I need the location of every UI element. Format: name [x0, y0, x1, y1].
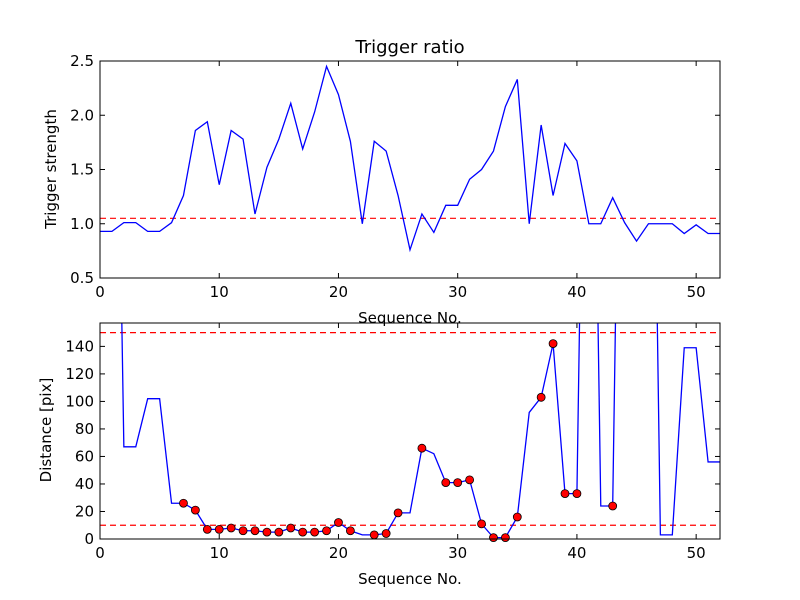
- data-point-marker: [441, 478, 451, 487]
- data-point-marker: [298, 527, 308, 537]
- data-point-marker: [310, 527, 320, 537]
- chart-title: Trigger ratio: [354, 37, 464, 58]
- y-tick-label: 40: [75, 475, 94, 493]
- distance-axes: 0 10 20 30 40 50 0 20 40 60 80 100 120 140: [65, 322, 721, 562]
- data-point-marker: [477, 519, 486, 529]
- y-tick-label: 120: [65, 365, 94, 383]
- data-point-marker: [274, 527, 284, 537]
- x-tick-label: 30: [448, 283, 467, 301]
- data-point-marker: [608, 501, 618, 511]
- trigger-ratio-axes: 0 10 20 30 40 50 0.5 1.0 1.5 2.0 2.5: [70, 52, 721, 301]
- data-point-marker: [369, 530, 379, 540]
- data-point-marker: [286, 523, 296, 533]
- y-tick-label: 60: [75, 447, 94, 465]
- data-point-marker: [322, 526, 331, 536]
- data-point-marker: [512, 512, 522, 522]
- data-point-marker: [465, 475, 475, 485]
- data-point-marker: [500, 533, 510, 543]
- plot-area: [100, 64, 720, 253]
- data-point-marker: [345, 526, 355, 536]
- y-tick-label: 0.5: [70, 269, 94, 287]
- data-point-marker: [572, 489, 582, 498]
- data-point-marker: [417, 443, 427, 453]
- y-tick-label: 0: [84, 530, 94, 548]
- x-tick-label: 10: [210, 283, 229, 301]
- y-tick-label: 1.0: [70, 215, 94, 233]
- data-point-marker: [560, 489, 570, 498]
- y-tick-label: 140: [65, 337, 94, 355]
- data-point-marker: [393, 508, 403, 518]
- data-point-marker: [250, 526, 260, 536]
- data-point-marker: [262, 527, 272, 537]
- plot-area: [100, 323, 720, 539]
- y-tick-label: 20: [75, 502, 94, 520]
- bottom-x-axis-label: Sequence No.: [358, 570, 462, 588]
- data-point-marker: [202, 524, 212, 534]
- data-point-marker: [334, 518, 343, 527]
- data-point-marker: [489, 533, 498, 543]
- x-tick-label: 0: [95, 544, 105, 562]
- series-line-0: [121, 323, 720, 539]
- data-point-marker: [179, 498, 188, 508]
- x-tick-label: 40: [567, 283, 586, 301]
- data-point-marker: [190, 505, 200, 515]
- series-line-0: [100, 64, 720, 253]
- x-tick-label: 50: [687, 544, 706, 562]
- y-tick-label: 100: [65, 392, 94, 410]
- data-point-marker: [214, 524, 224, 534]
- top-y-axis-label: Trigger strength: [42, 109, 60, 230]
- data-point-marker: [536, 392, 546, 402]
- x-tick-label: 20: [329, 544, 348, 562]
- x-tick-label: 40: [567, 544, 586, 562]
- x-tick-label: 0: [95, 283, 105, 301]
- x-tick-label: 10: [210, 544, 229, 562]
- top-x-axis-label: Sequence No.: [358, 309, 462, 327]
- bottom-y-axis-label: Distance [pix]: [37, 378, 55, 483]
- y-tick-label: 80: [75, 420, 94, 438]
- x-tick-label: 30: [448, 544, 467, 562]
- x-tick-label: 50: [687, 283, 706, 301]
- axes-frame: [99, 322, 721, 540]
- y-tick-label: 2.5: [70, 52, 94, 70]
- data-point-marker: [548, 339, 558, 349]
- data-point-marker: [226, 523, 236, 533]
- y-tick-label: 2.0: [70, 106, 94, 124]
- y-tick-label: 1.5: [70, 161, 94, 179]
- data-point-marker: [238, 526, 248, 536]
- data-point-marker: [453, 478, 463, 487]
- x-tick-label: 20: [329, 283, 348, 301]
- data-point-marker: [381, 529, 391, 538]
